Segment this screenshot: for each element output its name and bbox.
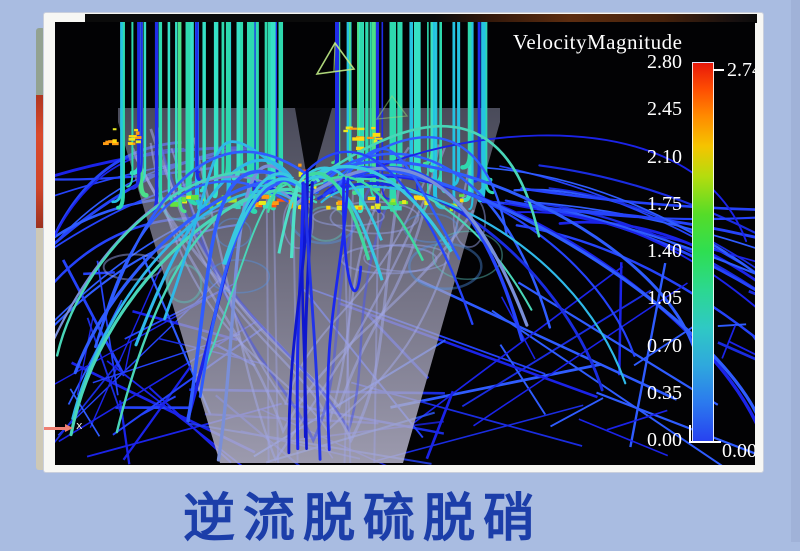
colorbar-tick-label: 2.45: [607, 98, 682, 121]
slide-title: 逆流脱硫脱硝: [183, 476, 543, 551]
colorbar-ticks: 2.80 2.45 2.10 1.75 1.40 1.05 0.70 0.35 0.00: [607, 22, 682, 465]
colorbar-tick-label: 1.40: [607, 240, 682, 263]
colorbar-tick-label: 1.75: [607, 193, 682, 216]
x-axis-arrow-icon: [44, 427, 66, 430]
colorbar-tick-label: 2.80: [607, 51, 682, 74]
colorbar-max-label: 2.74: [727, 59, 755, 82]
slide-right-edge: [791, 0, 800, 542]
colorbar: [692, 62, 714, 442]
colorbar-tick-label: 0.35: [607, 382, 682, 405]
colorbar-tick-label: 0.00: [607, 429, 682, 452]
colorbar-tick-label: 1.05: [607, 287, 682, 310]
colorbar-tick-label: 0.70: [607, 335, 682, 358]
colorbar-min-bracket-h: [689, 441, 721, 443]
colorbar-tick-label: 2.10: [607, 146, 682, 169]
colorbar-min-label: 0.00: [722, 440, 755, 463]
colorbar-max-tick: [713, 69, 724, 71]
x-axis-label: x: [76, 419, 83, 432]
